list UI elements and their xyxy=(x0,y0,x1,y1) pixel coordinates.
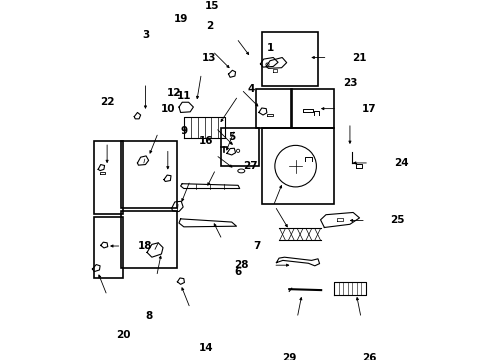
Text: 9: 9 xyxy=(180,126,187,136)
Text: 16: 16 xyxy=(199,136,213,145)
Text: 27: 27 xyxy=(243,161,258,171)
Text: 20: 20 xyxy=(116,330,130,341)
Text: 28: 28 xyxy=(234,260,248,270)
Text: 14: 14 xyxy=(199,343,213,353)
Text: 19: 19 xyxy=(173,14,187,24)
Text: 6: 6 xyxy=(234,266,241,276)
Text: 29: 29 xyxy=(282,353,296,360)
Bar xyxy=(262,32,317,86)
Text: 4: 4 xyxy=(247,85,254,94)
Bar xyxy=(94,217,123,278)
Text: 7: 7 xyxy=(253,241,261,251)
Bar xyxy=(262,128,333,204)
Text: 21: 21 xyxy=(351,53,366,63)
Bar xyxy=(121,140,177,208)
Bar xyxy=(255,89,292,128)
Text: 1: 1 xyxy=(266,43,273,53)
Text: 12: 12 xyxy=(166,87,181,98)
Text: 22: 22 xyxy=(100,97,114,107)
Text: 18: 18 xyxy=(138,241,152,251)
Bar xyxy=(121,211,177,269)
Text: 15: 15 xyxy=(205,1,219,12)
Text: 11: 11 xyxy=(176,91,191,101)
Text: 3: 3 xyxy=(142,30,149,40)
Text: 24: 24 xyxy=(393,158,407,168)
Text: 13: 13 xyxy=(202,53,216,63)
Text: 23: 23 xyxy=(342,78,356,88)
Text: 5: 5 xyxy=(227,132,235,143)
Text: 8: 8 xyxy=(145,311,152,321)
Text: 10: 10 xyxy=(160,104,175,114)
Text: 17: 17 xyxy=(361,104,376,114)
Text: 2: 2 xyxy=(205,21,213,31)
Text: 25: 25 xyxy=(390,215,404,225)
Text: 26: 26 xyxy=(361,353,376,360)
Bar xyxy=(220,128,258,166)
Bar xyxy=(94,140,123,214)
Bar xyxy=(290,89,333,128)
